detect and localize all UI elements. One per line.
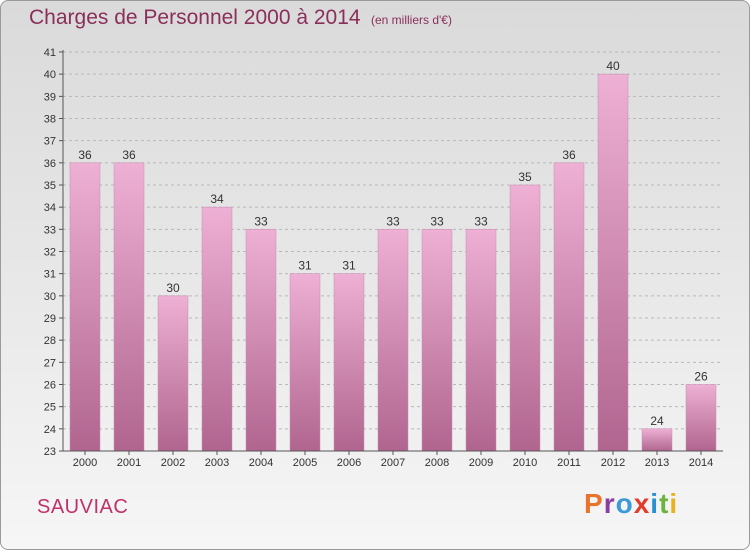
labels: 23 24 25 26 27 28 29 30 31 32 33 34 35 36 37 38 39 40 41 36… — [44, 47, 713, 469]
y-tick-label: 28 — [44, 335, 56, 347]
y-tick-label: 39 — [44, 91, 56, 103]
logo-letter: o — [615, 488, 634, 519]
bar-value-label: 24 — [650, 414, 664, 428]
y-tick-label: 35 — [44, 180, 56, 192]
y-tick-label: 27 — [44, 357, 56, 369]
bar-2005[interactable] — [289, 273, 321, 452]
x-tick-label: 2002 — [161, 457, 185, 469]
x-tick-label: 2008 — [425, 457, 449, 469]
bar-2009[interactable] — [465, 229, 497, 452]
logo-letter: i — [650, 488, 660, 519]
x-tick-label: 2000 — [73, 457, 97, 469]
x-tick-label: 2006 — [337, 457, 361, 469]
proxiti-logo[interactable]: Proxiti — [584, 488, 678, 520]
bars — [69, 73, 717, 452]
chart-subtitle: (en milliers d'€) — [371, 13, 452, 27]
bar-value-label: 36 — [78, 148, 92, 162]
bar-2014[interactable] — [685, 384, 717, 452]
y-tick-label: 30 — [44, 291, 56, 303]
y-tick-label: 40 — [44, 69, 56, 81]
x-tick-label: 2010 — [513, 457, 537, 469]
logo-letter: x — [633, 488, 651, 519]
y-tick-label: 24 — [44, 424, 56, 436]
bar-2006[interactable] — [333, 273, 365, 452]
y-tick-label: 34 — [44, 202, 56, 214]
y-tick-label: 26 — [44, 380, 56, 392]
bar-value-label: 33 — [430, 214, 444, 228]
bar-2011[interactable] — [553, 162, 585, 452]
bar-2012[interactable] — [597, 73, 629, 452]
bar-value-label: 35 — [518, 170, 532, 184]
bar-value-label: 33 — [254, 214, 268, 228]
chart-title: Charges de Personnel 2000 à 2014 — [29, 6, 361, 29]
bar-2002[interactable] — [157, 295, 189, 452]
bar-value-label: 30 — [166, 281, 180, 295]
bar-2008[interactable] — [421, 229, 453, 452]
bar-value-label: 36 — [122, 148, 136, 162]
bar-2001[interactable] — [113, 162, 145, 452]
x-tick-label: 2011 — [557, 457, 581, 469]
y-tick-label: 41 — [44, 47, 56, 59]
logo-letter: r — [603, 488, 616, 519]
y-tick-label: 32 — [44, 247, 56, 259]
x-tick-label: 2005 — [293, 457, 317, 469]
x-tick-label: 2004 — [249, 457, 273, 469]
axes — [59, 50, 723, 455]
y-tick-label: 23 — [44, 446, 56, 458]
logo-letter: i — [669, 488, 679, 519]
bar-value-label: 26 — [694, 370, 708, 384]
x-tick-label: 2009 — [469, 457, 493, 469]
bar-2013[interactable] — [641, 428, 673, 452]
bar-2003[interactable] — [201, 206, 233, 452]
y-tick-label: 31 — [44, 269, 56, 281]
y-tick-label: 25 — [44, 402, 56, 414]
y-tick-label: 37 — [44, 136, 56, 148]
y-tick-label: 38 — [44, 114, 56, 126]
bar-2010[interactable] — [509, 184, 541, 452]
bar-value-label: 40 — [606, 59, 620, 73]
bar-value-label: 31 — [342, 259, 356, 273]
bar-value-label: 31 — [298, 259, 312, 273]
x-tick-label: 2001 — [117, 457, 141, 469]
logo-letter: t — [659, 488, 670, 519]
bar-2004[interactable] — [245, 229, 277, 452]
bar-2007[interactable] — [377, 229, 409, 452]
bar-value-label: 33 — [386, 214, 400, 228]
x-tick-label: 2003 — [205, 457, 229, 469]
bar-value-label: 34 — [210, 192, 224, 206]
x-tick-label: 2007 — [381, 457, 405, 469]
logo-letter: P — [584, 488, 604, 519]
bar-value-label: 36 — [562, 148, 576, 162]
x-tick-label: 2014 — [689, 457, 713, 469]
bar-2000[interactable] — [69, 162, 101, 452]
y-tick-label: 36 — [44, 158, 56, 170]
y-tick-label: 33 — [44, 224, 56, 236]
x-tick-label: 2012 — [601, 457, 625, 469]
x-tick-label: 2013 — [645, 457, 669, 469]
y-tick-label: 29 — [44, 313, 56, 325]
commune-name: SAUVIAC — [37, 496, 129, 518]
bar-value-label: 33 — [474, 214, 488, 228]
